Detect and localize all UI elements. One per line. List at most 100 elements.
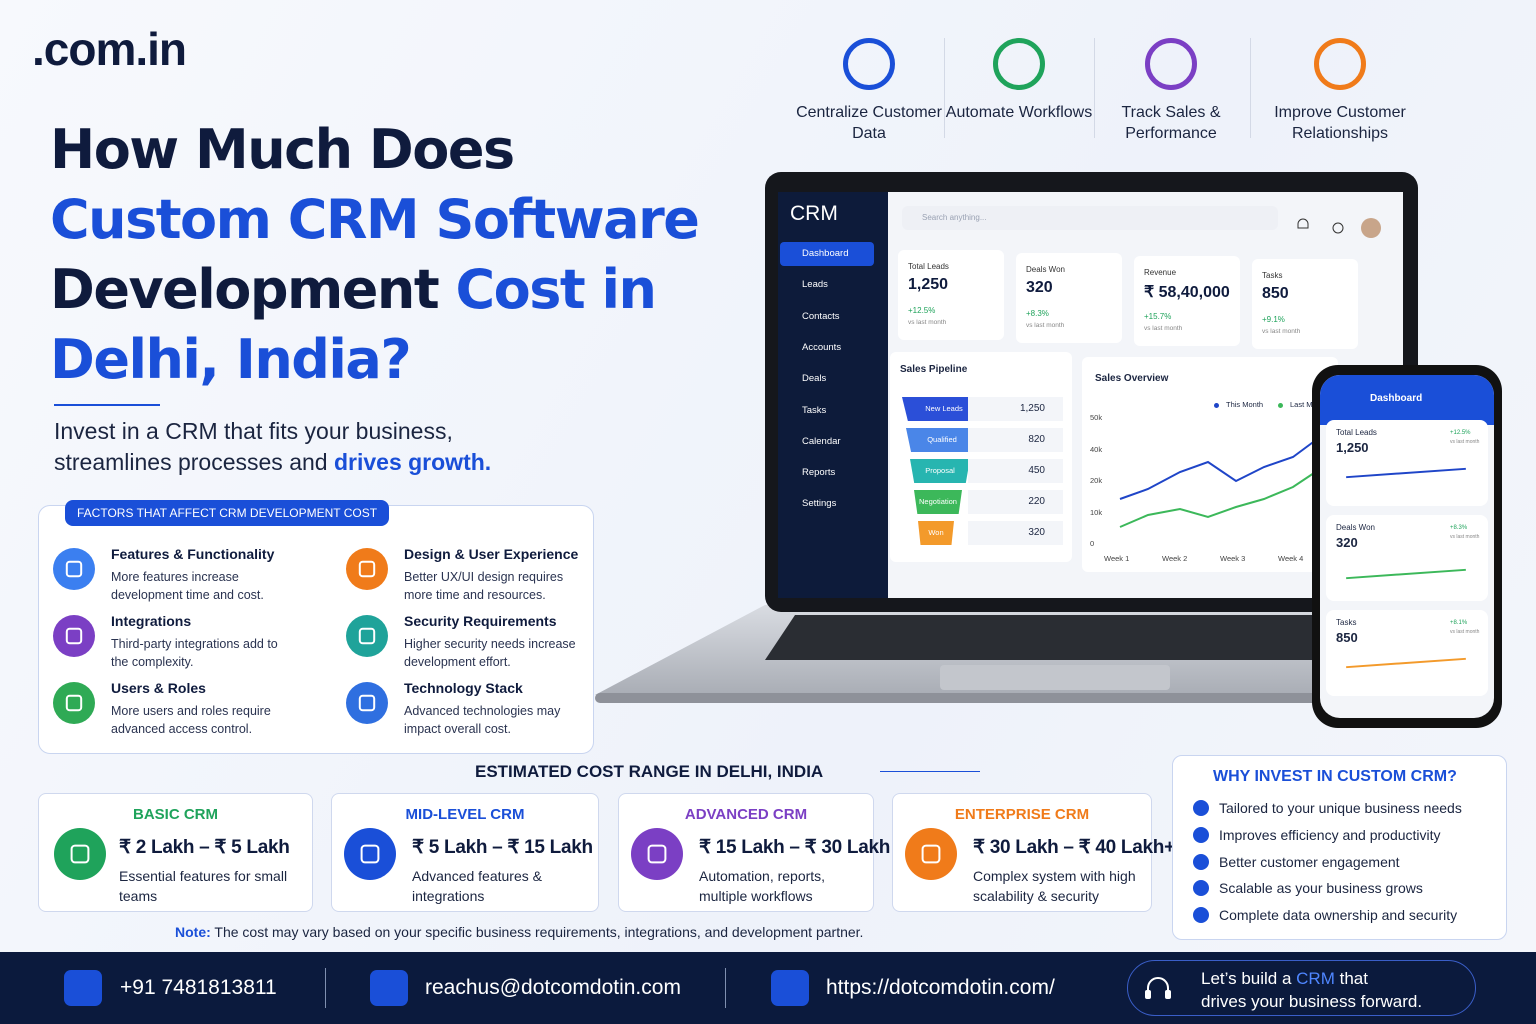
trackpad [940,665,1170,690]
factor-icon [53,615,95,657]
funnel-stage: Negotiation [914,490,962,514]
headline: Development Cost in [50,258,657,321]
header-icons [1297,218,1381,238]
note-label: Note: [175,924,211,940]
tier-price: ₹ 15 Lakh – ₹ 30 Lakh [699,837,891,858]
phone-card-label: Total Leads [1336,428,1377,437]
tier-name: ADVANCED CRM [684,806,808,823]
funnel-stage: Proposal [910,459,970,483]
factor-title: Design & User Experience [404,546,579,562]
stat-card: Total Leads 1,250 +12.5% vs last month [898,250,1004,340]
footer-phone[interactable]: +91 7481813811 [120,976,277,999]
phone-icon [64,970,102,1006]
tier-text: Essential features for small teams [119,868,288,904]
footer: +91 7481813811 reachus@dotcomdotin.com h… [0,952,1536,1024]
icon-glyph [65,627,83,645]
menu-item[interactable]: Tasks [802,404,827,416]
funnel-value: 450 [968,459,1063,483]
keyboard [765,615,1410,660]
feature-label: Track Sales & Performance [1121,104,1221,142]
phone-card-change: +12.5% [1450,430,1471,436]
phone-card-value: 850 [1336,630,1358,645]
separator [325,968,326,1008]
menu-item[interactable]: Deals [802,373,827,385]
menu-item[interactable]: Accounts [802,341,842,353]
bell-icon [1297,218,1309,229]
menu-item[interactable]: Reports [802,467,836,479]
footer-url[interactable]: https://dotcomdotin.com/ [826,976,1055,999]
factor-title: Integrations [111,613,192,629]
factor-text: Higher security needs increase developme… [404,637,576,669]
phone-card: Tasks 850 +8.1% vs last month [1326,610,1488,696]
menu-item[interactable]: Contacts [802,310,840,322]
tier-text: Automation, reports, multiple workflows [699,868,826,904]
cost-note: Note: The cost may vary based on your sp… [175,924,863,940]
tier-card: MID-LEVEL CRM ₹ 5 Lakh – ₹ 15 Lakh Advance… [331,793,599,912]
icon-glyph [360,844,380,864]
stat-note: vs last month [908,319,947,326]
icon-glyph [358,694,376,712]
factors-title: FACTORS THAT AFFECT CRM DEVELOPMENT COST [65,500,390,526]
cost-title: ESTIMATED COST RANGE IN DELHI, INDIA [475,762,824,781]
footer-email[interactable]: reachus@dotcomdotin.com [425,976,681,999]
check-icon [1193,826,1209,843]
factor-icon [53,682,95,724]
cta-text: Let’s build a CRM that drives your busine… [1201,967,1471,1013]
stat-value: 850 [1262,285,1289,302]
menu-item[interactable]: Dashboard [802,248,849,259]
phone-card-note: vs last month [1450,629,1480,635]
stat-label: Total Leads [908,262,949,271]
headset-icon [1145,977,1171,999]
logo: .com.in [32,23,187,75]
feature-icon [1145,38,1197,90]
menu-item[interactable]: Calendar [802,435,841,447]
why-item: Scalable as your business grows [1219,880,1423,897]
y-tick-label: 50k [1090,413,1103,422]
factor-text: More features increase development time … [111,570,264,602]
feature-icon [843,38,895,90]
cta-part: Let’s build a [1201,969,1292,988]
menu-item[interactable]: Settings [802,498,837,510]
icon-glyph [65,560,83,578]
headline-part: Cost in [455,258,657,321]
feature-label: Automate Workflows [945,104,1093,121]
factor-text: Better UX/UI design requires more time a… [404,570,564,602]
crm-screen: CRM Search anything... Sales Pipeline Sa… [778,192,1403,598]
settings-icon [1332,222,1344,234]
brand: CRM [790,202,838,225]
icon-glyph [70,844,90,864]
tier-icon [905,828,957,880]
cta[interactable]: Let’s build a CRM that drives your busine… [1127,960,1476,1016]
phone-card: Total Leads 1,250 +12.5% vs last month [1326,420,1488,506]
tier-card: ENTERPRISE CRM ₹ 30 Lakh – ₹ 40 Lakh+ Comp… [892,793,1175,912]
factor-title: Users & Roles [111,680,206,696]
cta-part: CRM [1296,969,1335,988]
funnel-value: 1,250 [968,397,1063,421]
laptop-edge [595,693,1450,703]
factor-icon [346,682,388,724]
stat-note: vs last month [1262,328,1301,335]
stat-note: vs last month [1026,322,1065,329]
legend-dot [1214,403,1219,408]
phone-sparkline [1346,568,1466,580]
y-tick-label: 10k [1090,507,1103,517]
y-tick-label: 40k [1090,444,1103,454]
why-item: Better customer engagement [1219,853,1400,870]
cta-part: drives your business forward. [1201,992,1423,1011]
menu-item[interactable]: Leads [802,279,828,291]
phone-card-label: Deals Won [1336,523,1375,532]
headline-part: Development [50,258,440,321]
factor-title: Technology Stack [404,680,523,696]
search-input[interactable]: Search anything... [902,206,1278,230]
check-icon [1193,907,1209,924]
subtitle-text: Invest in a CRM that fits your business,… [54,418,453,475]
icon-glyph [647,844,667,864]
cta-part: that [1339,969,1368,988]
x-tick-label: Week 4 [1278,554,1304,563]
phone-card-change: +8.1% [1450,620,1468,626]
phone-sparkline [1346,467,1466,479]
separator [1094,38,1095,138]
stat-card: Tasks 850 +9.1% vs last month [1252,259,1358,349]
stat-change: +9.1% [1262,315,1285,324]
